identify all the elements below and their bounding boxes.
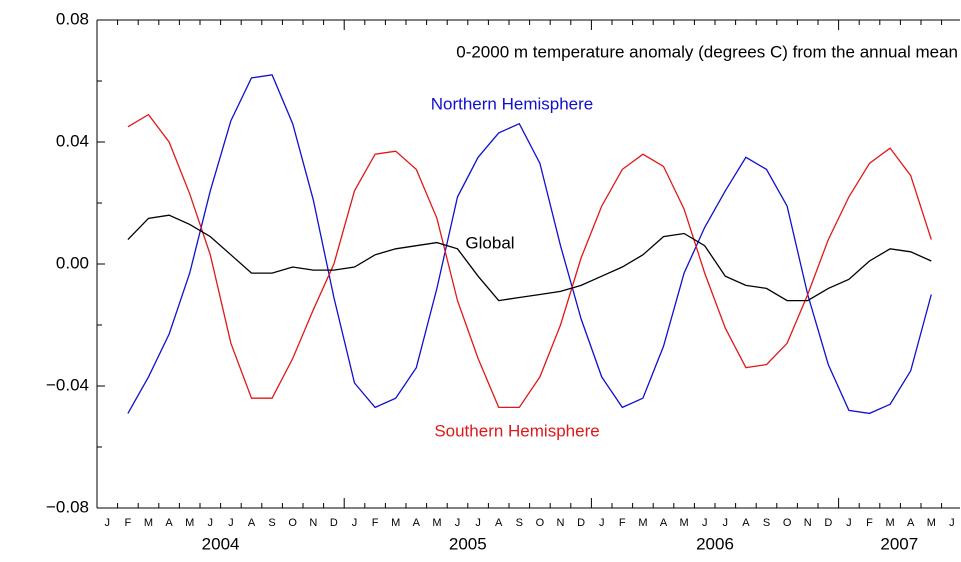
month-label: J (455, 517, 461, 529)
month-label: M (185, 517, 194, 529)
series-line (127, 214, 932, 302)
month-label: N (557, 517, 565, 529)
month-label: O (288, 517, 297, 529)
y-tick-label: 0.00 (56, 253, 89, 272)
month-label: J (723, 517, 729, 529)
series-label: Southern Hemisphere (434, 421, 599, 440)
chart-title: 0-2000 m temperature anomaly (degrees C)… (456, 42, 958, 61)
month-label: M (886, 517, 895, 529)
month-label: N (309, 517, 317, 529)
month-label: J (475, 517, 481, 529)
y-tick-label: 0.04 (56, 131, 89, 150)
series-label: Global (465, 233, 514, 252)
y-tick-label: −0.08 (46, 497, 89, 516)
month-label: M (638, 517, 647, 529)
month-label: S (763, 517, 770, 529)
year-label: 2007 (880, 534, 918, 553)
month-label: A (660, 517, 668, 529)
month-label: J (105, 517, 111, 529)
year-label: 2005 (449, 534, 487, 553)
month-label: J (228, 517, 234, 529)
month-label: F (125, 517, 132, 529)
month-label: J (702, 517, 708, 529)
series-line (127, 113, 932, 409)
month-label: F (619, 517, 626, 529)
month-label: S (268, 517, 275, 529)
month-label: O (783, 517, 792, 529)
month-label: A (907, 517, 915, 529)
month-label: A (413, 517, 421, 529)
series-line (127, 74, 932, 415)
series-label: Northern Hemisphere (431, 94, 594, 113)
month-label: O (536, 517, 545, 529)
month-label: F (372, 517, 379, 529)
month-label: J (352, 517, 358, 529)
month-label: M (927, 517, 936, 529)
month-label: D (330, 517, 338, 529)
month-label: J (846, 517, 852, 529)
month-label: S (516, 517, 523, 529)
month-label: M (391, 517, 400, 529)
month-label: A (742, 517, 750, 529)
y-tick-label: −0.04 (46, 375, 89, 394)
month-label: D (824, 517, 832, 529)
month-label: N (804, 517, 812, 529)
year-label: 2006 (696, 534, 734, 553)
year-label: 2004 (202, 534, 240, 553)
month-label: M (680, 517, 689, 529)
month-label: J (599, 517, 605, 529)
month-label: M (144, 517, 153, 529)
month-label: J (949, 517, 955, 529)
month-label: A (495, 517, 503, 529)
month-label: F (866, 517, 873, 529)
month-label: J (208, 517, 214, 529)
month-label: A (165, 517, 173, 529)
month-label: M (432, 517, 441, 529)
month-label: D (577, 517, 585, 529)
y-tick-label: 0.08 (56, 9, 89, 28)
month-label: A (248, 517, 256, 529)
